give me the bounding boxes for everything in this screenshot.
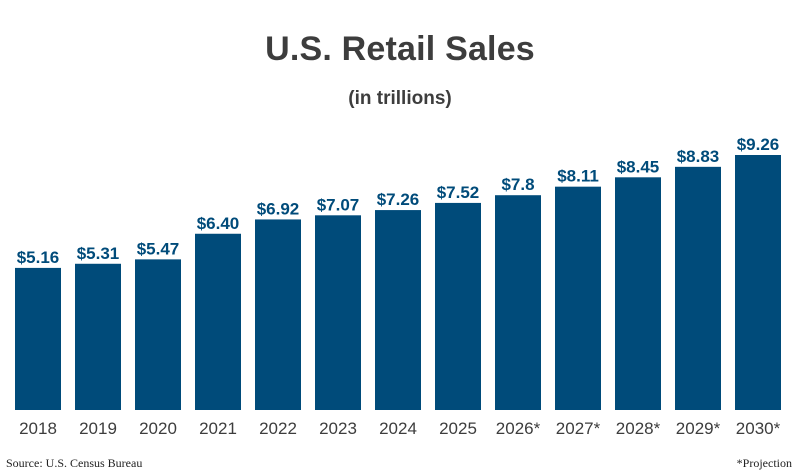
x-tick-label: 2019 xyxy=(79,419,117,438)
x-tick-label: 2020 xyxy=(139,419,177,438)
value-label: $5.47 xyxy=(137,239,180,258)
value-label: $7.8 xyxy=(501,175,534,194)
bar-2022 xyxy=(255,219,301,410)
bar-2027 xyxy=(555,186,601,410)
value-labels-group: $5.16 $5.31 $5.47 $6.40 $6.92 $7.07 $7.26 $7.52… xyxy=(17,135,780,267)
x-tick-label: 2030* xyxy=(736,419,781,438)
bar-2029 xyxy=(675,166,721,410)
x-tick-labels-group: 2018 2019 2020 2021 2022 2023 2024 2025 2026* 202… xyxy=(19,419,781,438)
bar-2023 xyxy=(315,215,361,410)
bar-2024 xyxy=(375,210,421,410)
value-label: $6.40 xyxy=(197,214,240,233)
x-tick-label: 2025 xyxy=(439,419,477,438)
value-label: $8.45 xyxy=(617,157,660,176)
bar-2019 xyxy=(75,263,121,410)
value-label: $5.16 xyxy=(17,248,60,267)
value-label: $9.26 xyxy=(737,135,780,154)
source-note: Source: U.S. Census Bureau xyxy=(6,456,143,470)
value-label: $8.11 xyxy=(557,167,599,186)
x-tick-label: 2023 xyxy=(319,419,357,438)
bars-group xyxy=(15,155,781,410)
bar-2018 xyxy=(15,267,61,410)
bar-2021 xyxy=(195,233,241,410)
x-tick-label: 2026* xyxy=(496,419,541,438)
bar-2020 xyxy=(135,259,181,410)
value-label: $7.07 xyxy=(317,195,360,214)
x-tick-label: 2024 xyxy=(379,419,417,438)
x-tick-label: 2021 xyxy=(199,419,237,438)
value-label: $7.26 xyxy=(377,190,420,209)
x-tick-label: 2022 xyxy=(259,419,297,438)
value-label: $6.92 xyxy=(257,199,300,218)
x-tick-label: 2018 xyxy=(19,419,57,438)
value-label: $5.31 xyxy=(77,244,120,263)
bar-2028 xyxy=(615,177,661,410)
bar-2026 xyxy=(495,195,541,410)
chart-title: U.S. Retail Sales xyxy=(265,30,535,68)
value-label: $7.52 xyxy=(437,183,480,202)
x-tick-label: 2029* xyxy=(676,419,721,438)
bar-2025 xyxy=(435,202,481,410)
bar-2030 xyxy=(735,155,781,410)
value-label: $8.83 xyxy=(677,147,720,166)
projection-note: *Projection xyxy=(736,456,792,470)
x-tick-label: 2028* xyxy=(616,419,661,438)
chart-subtitle: (in trillions) xyxy=(348,88,452,109)
x-tick-label: 2027* xyxy=(556,419,601,438)
